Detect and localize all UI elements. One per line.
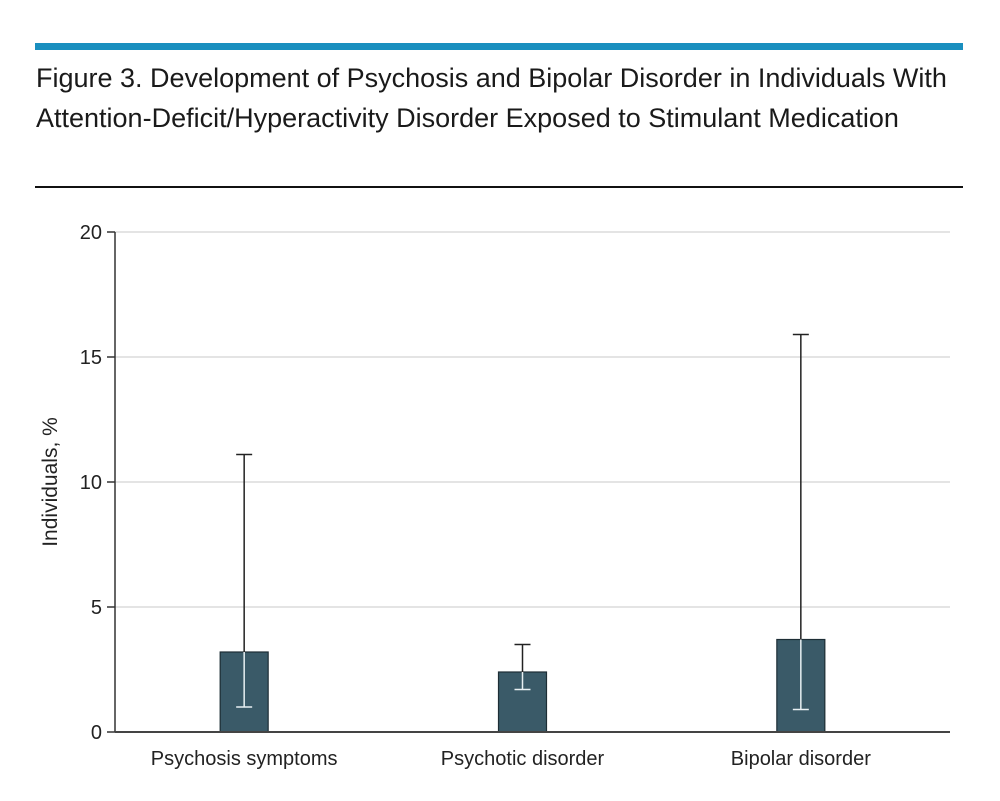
y-tick-label: 0 — [91, 722, 102, 744]
y-tick-label: 20 — [80, 222, 102, 244]
y-axis-label: Individuals, % — [39, 417, 62, 547]
y-tick-label: 5 — [91, 597, 102, 619]
x-category-label: Psychosis symptoms — [151, 748, 338, 770]
figure-title: Figure 3. Development of Psychosis and B… — [36, 63, 947, 133]
x-category-label: Psychotic disorder — [441, 748, 605, 770]
y-tick-label: 10 — [80, 472, 102, 494]
x-category-label: Bipolar disorder — [731, 748, 871, 770]
title-divider — [35, 186, 963, 188]
y-tick-label: 15 — [80, 347, 102, 369]
accent-bar — [35, 43, 963, 50]
